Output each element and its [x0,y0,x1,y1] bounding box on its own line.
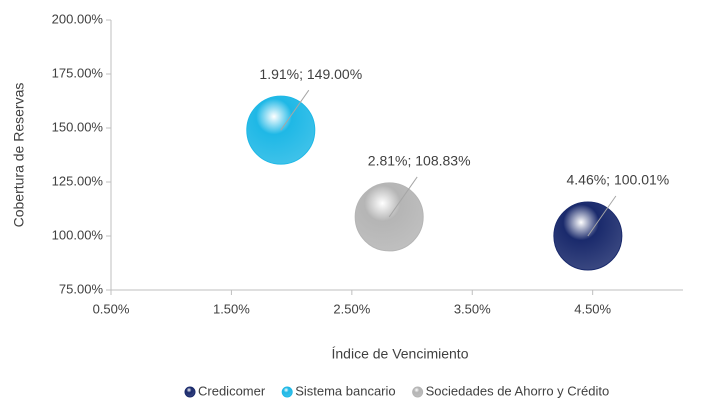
leader-line [280,89,310,131]
y-tick-label: 175.00% [52,65,104,80]
x-tick-label: 3.50% [454,301,491,316]
x-axis-title: Índice de Vencimiento [332,346,469,362]
data-label: 4.46%; 100.01% [566,172,669,188]
legend-marker [184,386,196,398]
x-tick-label: 0.50% [93,301,130,316]
y-axis-title: Cobertura de Reservas [11,83,27,228]
x-tick-label: 4.50% [574,301,611,316]
y-tick-label: 125.00% [52,173,104,188]
legend-label: Sociedades de Ahorro y Crédito [426,383,610,398]
y-tick-label: 200.00% [52,11,104,26]
y-tick-label: 75.00% [59,281,104,296]
x-tick-label: 1.50% [213,301,250,316]
x-tick-label: 2.50% [333,301,370,316]
legend-marker [281,386,293,398]
leader-line [388,176,418,218]
data-label: 1.91%; 149.00% [259,66,362,82]
legend-label: Sistema bancario [295,383,395,398]
y-tick-label: 150.00% [52,119,104,134]
legend-marker [412,386,424,398]
leader-line [587,195,617,237]
y-tick-label: 100.00% [52,227,104,242]
data-label: 2.81%; 108.83% [368,153,471,169]
legend-label: Credicomer [198,383,266,398]
